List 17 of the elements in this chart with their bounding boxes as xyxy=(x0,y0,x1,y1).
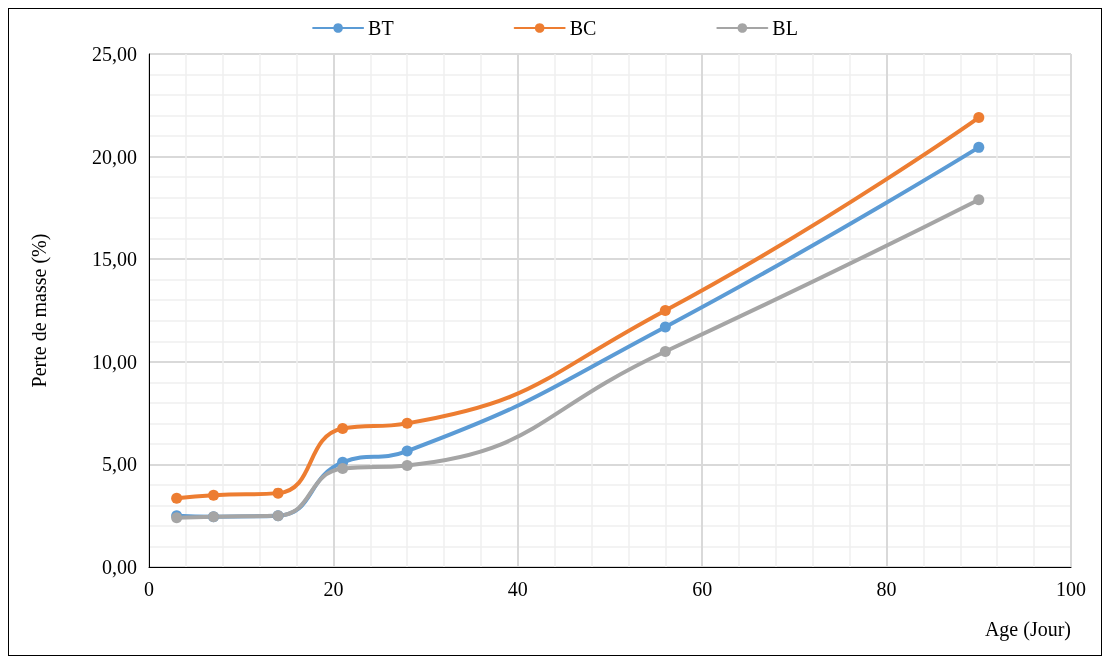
y-tick-label: 0,00 xyxy=(102,556,137,578)
y-tick-label: 20,00 xyxy=(92,145,137,168)
legend-label: BL xyxy=(772,17,798,39)
y-tick-label: 5,00 xyxy=(102,453,137,476)
x-tick-label: 20 xyxy=(323,578,344,600)
y-axis-title: Perte de masse (%) xyxy=(28,233,51,388)
x-tick-label: 100 xyxy=(1056,578,1086,600)
x-tick-label: 0 xyxy=(144,578,154,600)
y-tick-label: 25,00 xyxy=(92,43,137,65)
x-tick-label: 60 xyxy=(692,578,713,600)
x-tick-label: 80 xyxy=(876,578,897,600)
y-tick-label: 10,00 xyxy=(92,350,137,373)
x-tick-label: 40 xyxy=(507,578,528,600)
x-axis-title: Age (Jour) xyxy=(984,618,1071,641)
legend-label: BC xyxy=(569,17,597,39)
legend-label: BT xyxy=(368,17,394,39)
y-tick-label: 15,00 xyxy=(92,248,137,271)
